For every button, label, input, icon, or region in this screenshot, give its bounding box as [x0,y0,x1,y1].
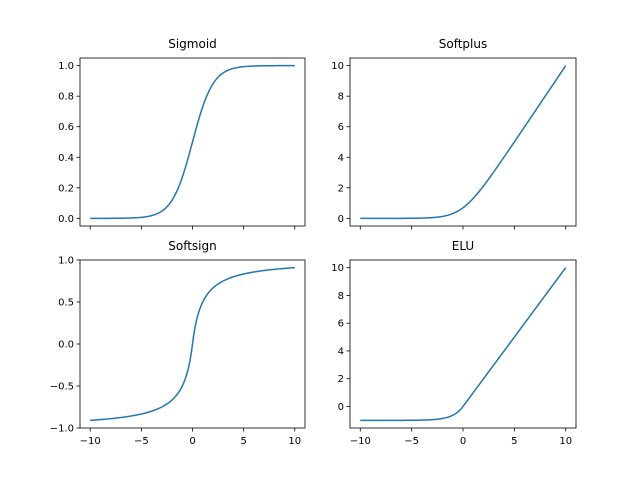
series-line [360,267,567,422]
y-tick-label: 0.2 [58,183,74,194]
y-tick-label: 0.8 [58,92,74,103]
y-tick-label: 0 [338,214,344,225]
subplot-title: Softsign [168,239,217,253]
series-line [90,266,295,422]
y-tick-label: 0 [338,402,344,413]
x-tick-label: 5 [240,436,246,447]
y-tick-label: 10 [331,61,344,72]
y-tick-label: 0.6 [58,122,74,133]
subplot-sigmoid: Sigmoid 0.0 0.2 0.4 0.6 0.8 1.0 [58,37,306,230]
y-tick-label: 6 [338,122,344,133]
y-tick-label: 2 [338,183,344,194]
y-tick-label: 0.4 [58,153,74,164]
y-tick-label: 6 [338,319,344,330]
y-tick-label: 1.0 [58,61,74,72]
x-tick-label: −5 [134,436,149,447]
x-tick-label: 0 [460,436,466,447]
series-line [360,65,567,220]
subplot-softsign: Softsign −10 −5 0 5 10 −1.0 −0.5 0.0 0.5 1.0 [50,239,306,447]
subplot-softplus: Softplus 0 2 4 6 8 10 [331,37,577,230]
x-tick-label: −10 [350,436,371,447]
subplot-title: Softplus [439,37,488,51]
y-tick-label: 4 [338,153,344,164]
y-tick-label: 0.0 [58,340,74,351]
x-tick-label: 10 [559,436,572,447]
y-tick-label: 10 [331,263,344,274]
y-tick-label: −0.5 [50,382,74,393]
subplot-title: ELU [452,239,474,253]
x-tick-label: −5 [404,436,419,447]
y-tick-label: 0.5 [58,298,74,309]
x-tick-label: 0 [189,436,195,447]
y-tick-label: 2 [338,374,344,385]
y-tick-label: 8 [338,291,344,302]
x-tick-label: 10 [288,436,301,447]
x-tick-label: 5 [511,436,517,447]
x-tick-label: −10 [80,436,101,447]
y-tick-label: 1.0 [58,256,74,267]
subplot-title: Sigmoid [168,37,217,51]
y-tick-label: −1.0 [50,424,74,435]
series-line [90,64,295,220]
y-tick-label: 0.0 [58,214,74,225]
subplot-elu: ELU −10 −5 0 5 10 0 2 4 6 8 10 [331,239,577,447]
y-tick-label: 4 [338,346,344,357]
y-tick-label: 8 [338,92,344,103]
